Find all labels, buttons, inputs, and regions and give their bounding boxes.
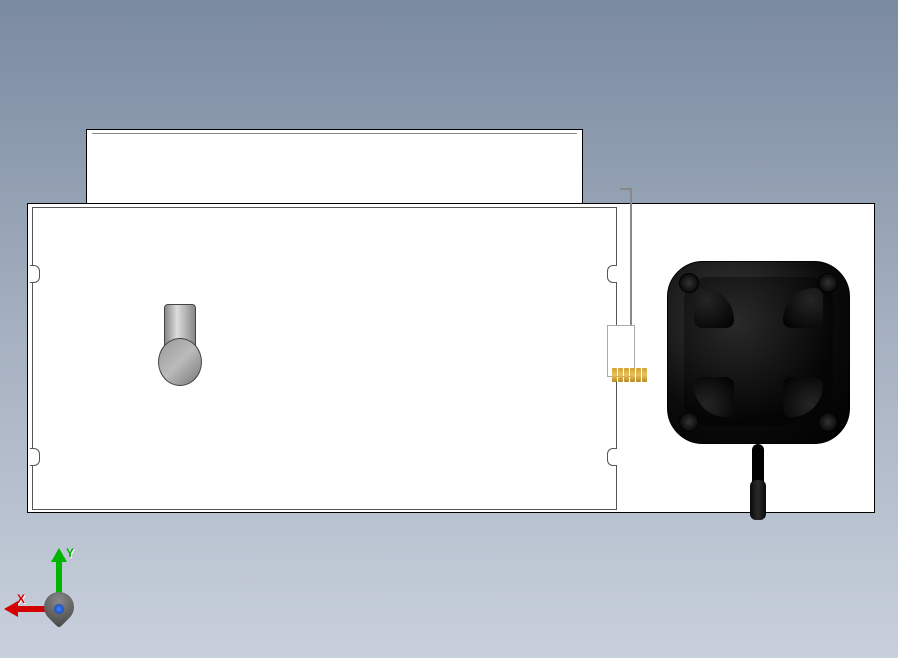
motor-mounting-hole [679,273,699,293]
motor-mounting-hole [818,273,838,293]
x-axis-label: X [17,592,25,606]
enclosure-back-box [86,129,583,207]
y-axis-arrow[interactable] [56,558,62,596]
model-render-area[interactable] [0,0,898,658]
panel-notch [30,448,40,466]
connector-pin [612,368,617,382]
enclosure-inner-edge [92,133,577,138]
connector-wire [630,188,632,326]
connector-pin [642,368,647,382]
motor-mounting-hole [818,412,838,432]
connector-pin [636,368,641,382]
connector-pin [618,368,623,382]
motor-cable-connector [750,480,766,520]
extruder-nozzle-assembly [161,304,199,404]
connector-pin [624,368,629,382]
connector-pins [612,368,652,382]
panel-notch [607,448,617,466]
motor-mounting-hole [679,412,699,432]
view-orientation-triad[interactable]: X Y [14,550,94,630]
panel-notch [607,265,617,283]
connector-pin [630,368,635,382]
extruder-tip [158,338,202,386]
y-axis-label: Y [66,546,74,560]
panel-notch [30,265,40,283]
cad-3d-viewport[interactable]: X Y [0,0,898,658]
left-mounting-plate [32,207,617,510]
z-axis-indicator[interactable] [54,604,64,614]
